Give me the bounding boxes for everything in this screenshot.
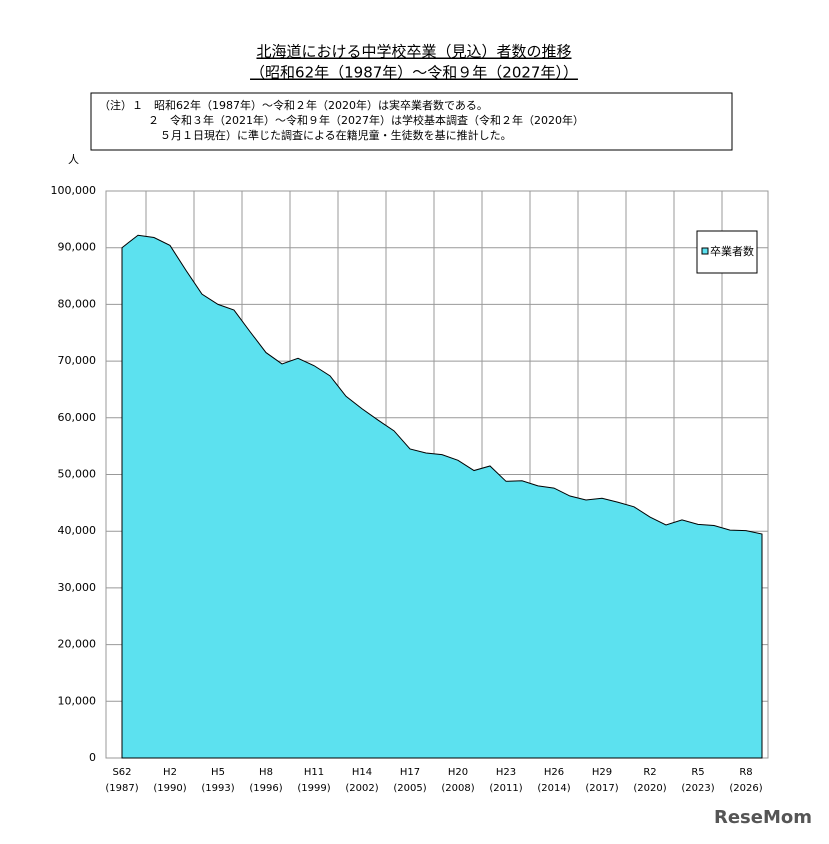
x-tick-label: H20 bbox=[448, 767, 468, 778]
x-tick-label: H2 bbox=[163, 767, 177, 778]
chart-subtitle: （昭和62年（1987年）～令和９年（2027年）） bbox=[250, 64, 578, 82]
note: （注）１ 昭和62年（1987年）～令和２年（2020年）は実卒業者数である。 bbox=[99, 98, 488, 112]
y-axis-label: 人 bbox=[68, 153, 79, 166]
x-tick-label: H17 bbox=[400, 767, 420, 778]
watermark: ReseMom bbox=[714, 807, 812, 828]
chart-title: 北海道における中学校卒業（見込）者数の推移 bbox=[256, 43, 571, 61]
x-tick-label: (1999) bbox=[297, 783, 330, 794]
x-tick-label: (2011) bbox=[489, 783, 522, 794]
x-tick-label: H11 bbox=[304, 767, 324, 778]
x-tick-label: (1996) bbox=[249, 783, 282, 794]
y-tick-label: 0 bbox=[89, 751, 96, 764]
y-tick-label: 40,000 bbox=[58, 524, 97, 537]
x-tick-label: (2014) bbox=[537, 783, 570, 794]
note: ５月１日現在）に準じた調査による在籍児童・生徒数を基に推計した。 bbox=[160, 128, 512, 142]
x-tick-label: H14 bbox=[352, 767, 372, 778]
y-tick-label: 50,000 bbox=[58, 468, 97, 481]
x-tick-label: (2026) bbox=[729, 783, 762, 794]
y-tick-label: 10,000 bbox=[58, 694, 97, 707]
x-tick-label: (2008) bbox=[441, 783, 474, 794]
y-tick-label: 100,000 bbox=[51, 184, 97, 197]
x-tick-label: (1993) bbox=[201, 783, 234, 794]
legend-swatch bbox=[701, 247, 709, 255]
x-tick-label: (2023) bbox=[681, 783, 714, 794]
x-tick-label: H26 bbox=[544, 767, 564, 778]
x-tick-label: (1987) bbox=[105, 783, 138, 794]
y-tick-label: 90,000 bbox=[58, 241, 97, 254]
y-tick-label: 30,000 bbox=[58, 581, 97, 594]
y-tick-label: 80,000 bbox=[58, 297, 97, 310]
x-tick-label: R5 bbox=[691, 767, 704, 778]
x-tick-label: (2002) bbox=[345, 783, 378, 794]
x-tick-label: (2017) bbox=[585, 783, 618, 794]
area bbox=[121, 234, 763, 759]
x-tick-label: H23 bbox=[496, 767, 516, 778]
x-tick-label: H5 bbox=[211, 767, 225, 778]
y-tick-label: 20,000 bbox=[58, 638, 97, 651]
y-tick-label: 70,000 bbox=[58, 354, 97, 367]
y-tick-label: 60,000 bbox=[58, 411, 97, 424]
x-tick-label: R2 bbox=[643, 767, 656, 778]
x-tick-label: (2020) bbox=[633, 783, 666, 794]
x-tick-label: S62 bbox=[112, 767, 131, 778]
legend-label: 卒業者数 bbox=[710, 244, 754, 258]
x-tick-label: H8 bbox=[259, 767, 273, 778]
x-tick-label: (1990) bbox=[153, 783, 186, 794]
x-tick-label: (2005) bbox=[393, 783, 426, 794]
x-tick-label: H29 bbox=[592, 767, 612, 778]
note-box bbox=[90, 92, 733, 151]
note: ２ 令和３年（2021年）～令和９年（2027年）は学校基本調査（令和２年（20… bbox=[148, 113, 584, 127]
x-tick-label: R8 bbox=[739, 767, 752, 778]
